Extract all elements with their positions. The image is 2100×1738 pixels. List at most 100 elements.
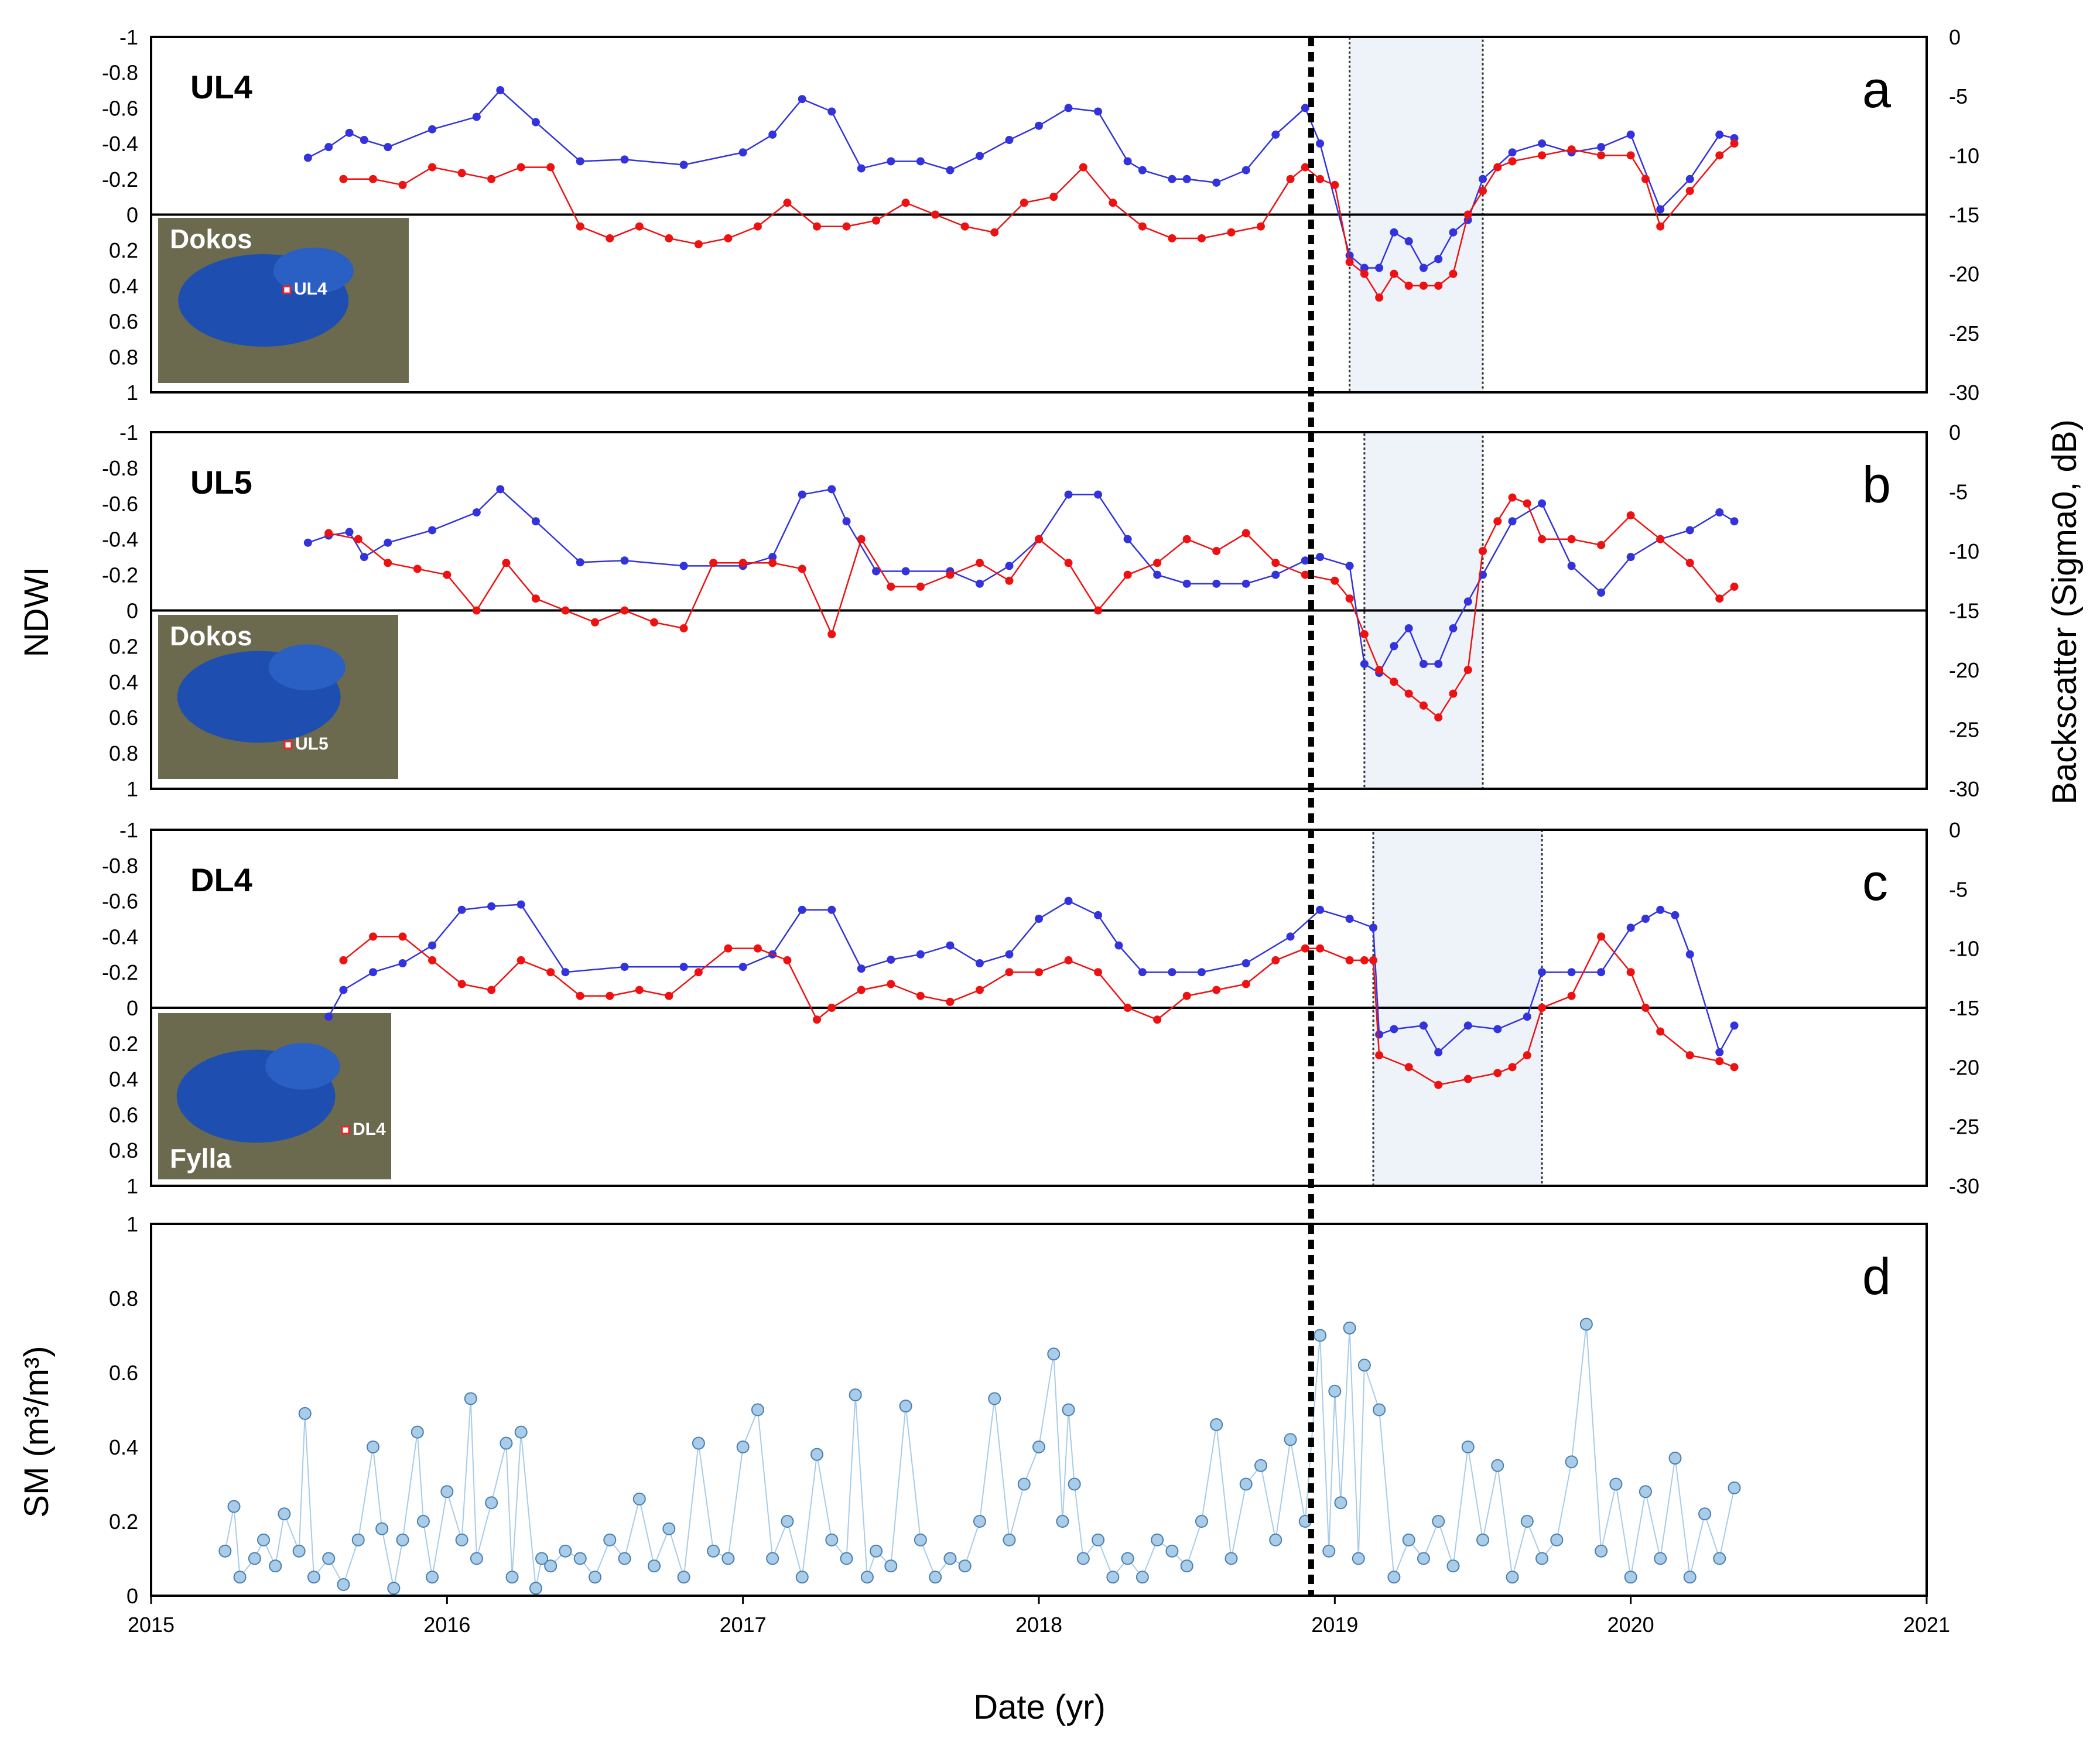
backscatter-point: [369, 175, 377, 183]
backscatter-point: [783, 199, 792, 207]
backscatter-point: [827, 630, 836, 639]
sm-point: [1432, 1515, 1445, 1528]
sm-point: [257, 1533, 271, 1547]
backscatter-point: [1345, 956, 1354, 964]
y2-tick-label: -30: [1949, 381, 1979, 405]
sm-point: [1135, 1571, 1149, 1584]
backscatter-point: [1463, 1075, 1472, 1083]
sm-point: [1728, 1481, 1741, 1494]
ndwi-point: [360, 136, 368, 145]
ndwi-point: [1685, 175, 1694, 183]
backscatter-point: [517, 163, 525, 172]
y-tick-label: 0.2: [109, 1032, 138, 1056]
inset-lake-shape: [273, 247, 354, 294]
x-tick-label: 2016: [423, 1613, 470, 1637]
backscatter-point: [1404, 281, 1413, 290]
ndwi-point: [1419, 659, 1428, 668]
sm-point: [1180, 1559, 1193, 1573]
inset-lake-name: Dokos: [170, 224, 252, 254]
ndwi-point: [1345, 915, 1354, 923]
ndwi-point: [901, 567, 910, 576]
ndwi-point: [1212, 579, 1221, 588]
backscatter-point: [1508, 157, 1517, 166]
sm-point: [292, 1544, 306, 1558]
ndwi-point: [1094, 490, 1103, 499]
y-tick-label: -0.6: [102, 492, 138, 516]
ndwi-line: [307, 488, 1735, 674]
backscatter-point: [324, 529, 333, 538]
sm-point: [367, 1441, 379, 1453]
backscatter-point: [694, 968, 703, 977]
ndwi-point: [384, 538, 392, 547]
y2-tick-label: -25: [1949, 1115, 1979, 1139]
backscatter-point: [1463, 210, 1472, 219]
backscatter-point: [1138, 222, 1147, 231]
backscatter-point: [1508, 1063, 1517, 1072]
sm-point: [1639, 1485, 1652, 1498]
sm-point: [387, 1582, 401, 1595]
backscatter-point: [946, 997, 955, 1006]
backscatter-point: [1212, 986, 1221, 994]
ndwi-point: [1685, 950, 1694, 959]
sm-line: [224, 1324, 1735, 1589]
ndwi-point: [1316, 553, 1325, 562]
sm-point: [1269, 1533, 1282, 1547]
backscatter-point: [1375, 1051, 1384, 1060]
sm-point: [662, 1522, 676, 1535]
ndwi-point: [1064, 104, 1073, 112]
backscatter-point: [1656, 222, 1665, 231]
sm-point: [736, 1441, 750, 1453]
sm-point: [884, 1559, 898, 1573]
backscatter-point: [1730, 582, 1739, 591]
backscatter-point: [398, 932, 407, 941]
y-axis-label-ndwi: NDWI: [18, 567, 56, 658]
panel-frame: [150, 431, 1928, 790]
panel-c: -1 -0.8 -0.6 -0.4 -0.2 0 0.2 0.4 0.6 0.8 1 0 -5 -10 -1…: [102, 818, 1979, 1198]
backscatter-point: [546, 163, 555, 172]
sm-point: [1047, 1347, 1061, 1361]
sm-point: [1550, 1533, 1564, 1547]
backscatter-point: [1493, 163, 1502, 172]
backscatter-point: [1035, 535, 1043, 543]
ndwi-point: [827, 905, 836, 914]
y-tick-label: 0.6: [109, 706, 138, 730]
ndwi-point: [324, 143, 333, 152]
sm-point: [632, 1492, 646, 1506]
sm-point: [1476, 1533, 1489, 1547]
y-tick-label: 0.8: [109, 345, 138, 369]
ndwi-point: [1301, 104, 1309, 112]
y2-tick-label: -20: [1949, 1055, 1979, 1079]
sm-point: [751, 1403, 764, 1417]
backscatter-point: [679, 624, 688, 632]
backscatter-point: [887, 980, 895, 988]
y-tick-label: -0.2: [102, 167, 138, 191]
x-tick-label: 2021: [1903, 1613, 1950, 1637]
ndwi-point: [1715, 130, 1724, 139]
sm-point: [1076, 1552, 1090, 1565]
backscatter-point: [842, 222, 851, 231]
sm-point: [899, 1400, 912, 1413]
ndwi-point: [916, 950, 925, 959]
backscatter-point: [1479, 547, 1487, 555]
sm-point: [1284, 1433, 1297, 1446]
ndwi-point: [384, 143, 392, 152]
backscatter-point: [1375, 666, 1384, 674]
sm-point: [1698, 1507, 1711, 1521]
backscatter-point: [576, 991, 584, 1000]
sm-point: [248, 1552, 261, 1565]
sm-point: [1579, 1318, 1593, 1331]
sm-point: [1165, 1544, 1179, 1558]
sm-point: [1003, 1533, 1016, 1547]
y2-tick-label: -15: [1949, 996, 1979, 1020]
ndwi-point: [1168, 175, 1176, 183]
backscatter-point: [1064, 956, 1073, 964]
site-label: DL4: [190, 861, 252, 898]
y-tick-label: 1: [126, 381, 138, 405]
ndwi-point: [1360, 659, 1369, 668]
sm-point: [1254, 1459, 1267, 1472]
ndwi-point: [1301, 556, 1309, 565]
ndwi-point: [1390, 228, 1398, 237]
backscatter-point: [1641, 1004, 1650, 1012]
ndwi-point: [576, 558, 584, 567]
